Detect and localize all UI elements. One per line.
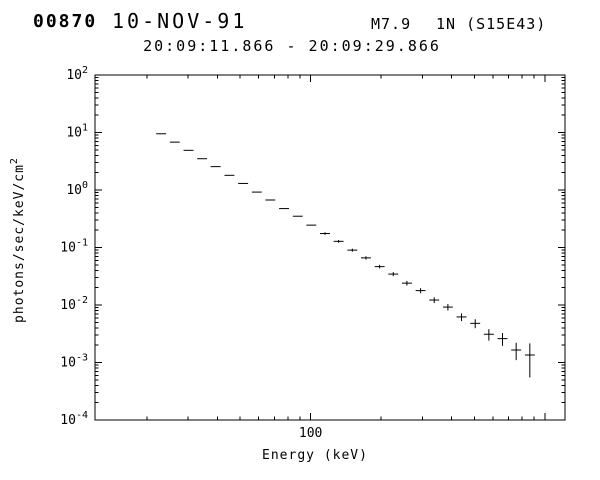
- y-tick-label: 10-1: [60, 238, 88, 256]
- plot-frame: [94, 74, 566, 421]
- axis-ticks: [95, 74, 565, 421]
- y-tick-label: 101: [66, 123, 88, 141]
- burst-id: 00870: [33, 11, 98, 32]
- optical-class-location: 1N (S15E43): [436, 15, 547, 33]
- y-axis-label: photons/sec/keV/cm2: [9, 157, 27, 323]
- y-tick-label: 10-2: [60, 295, 88, 313]
- axis-tick-labels: 100 102 101 100 10-1 10-2 10-3 10-4: [60, 65, 322, 441]
- observation-date: 10-NOV-91: [112, 9, 248, 33]
- y-axis-label-base: photons/sec/keV/cm: [12, 164, 27, 323]
- y-tick-label: 100: [66, 180, 88, 198]
- y-axis-label-exponent: 2: [9, 157, 20, 164]
- y-tick-label: 102: [66, 65, 88, 83]
- x-axis-label: Energy (keV): [262, 448, 368, 463]
- data-series: [156, 133, 535, 378]
- x-tick-label: 100: [299, 426, 322, 441]
- time-interval: 20:09:11.866 - 20:09:29.866: [143, 37, 441, 55]
- goes-class: M7.9: [371, 15, 412, 33]
- y-tick-label: 10-4: [60, 410, 88, 428]
- y-tick-label: 10-3: [60, 353, 88, 371]
